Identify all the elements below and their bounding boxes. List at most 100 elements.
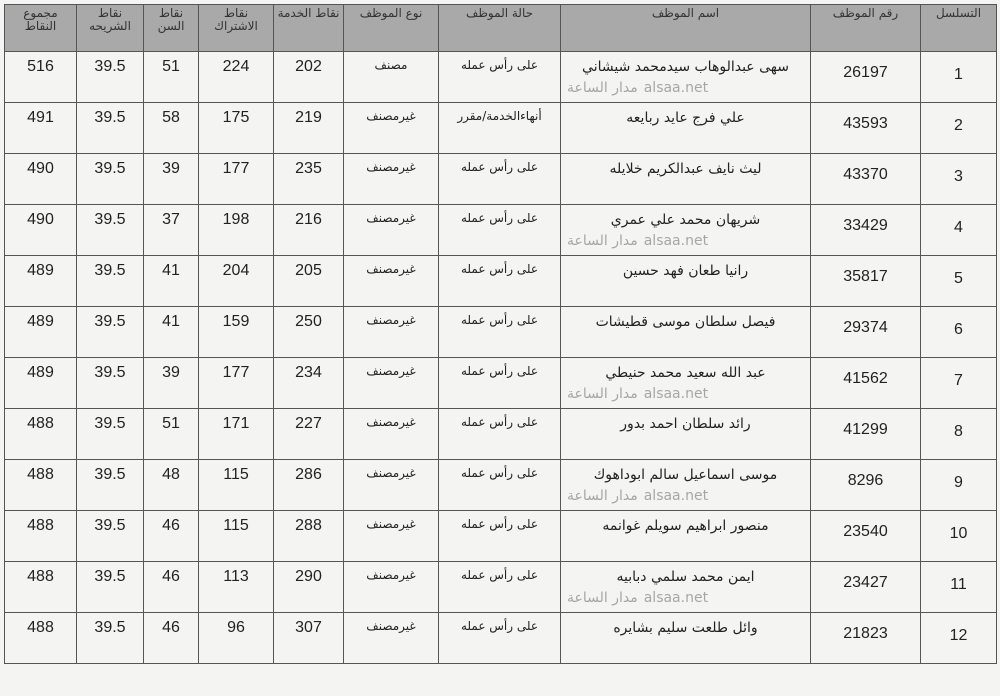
subscription-points-cell: 177 bbox=[198, 153, 274, 205]
employee-name-cell: شريهان محمد علي عمري مدار الساعة alsaa.net bbox=[560, 204, 811, 256]
service-points-cell-text: 235 bbox=[295, 160, 322, 177]
employee-name-cell: عبد الله سعيد محمد حنيطي مدار الساعة alsaa… bbox=[560, 357, 811, 409]
employee-name-cell-text: عبد الله سعيد محمد حنيطي bbox=[605, 365, 766, 381]
age-points-cell-text: 39 bbox=[162, 364, 180, 381]
serial-cell: 9 bbox=[920, 459, 997, 511]
employee-status-cell-text: أنهاءالخدمة/مقرر bbox=[457, 109, 542, 123]
service-points-cell-text: 307 bbox=[295, 619, 322, 636]
segment-points-cell: 39.5 bbox=[76, 510, 144, 562]
segment-points-cell: 39.5 bbox=[76, 255, 144, 307]
watermark-latin: alsaa.net bbox=[643, 386, 709, 402]
service-points-cell-text: 227 bbox=[295, 415, 322, 432]
employee-id-cell-text: 21823 bbox=[843, 625, 888, 642]
segment-points-cell-text: 39.5 bbox=[94, 313, 126, 330]
employee-status-cell-text: على رأس عمله bbox=[460, 466, 539, 480]
employee-type-cell-text: غيرمصنف bbox=[366, 619, 416, 633]
segment-points-cell-text: 39.5 bbox=[94, 568, 126, 585]
total-points-cell: 488 bbox=[4, 408, 77, 460]
table-row: 11 23427 ايمن محمد سلمي دبابيه مدار الساعة a… bbox=[4, 561, 997, 613]
employee-id-cell: 43370 bbox=[810, 153, 921, 205]
age-points-cell-text: 41 bbox=[162, 313, 180, 330]
employee-type-cell: غيرمصنف bbox=[343, 102, 439, 154]
watermark-arabic: مدار الساعة bbox=[567, 590, 638, 606]
service-points-cell: 250 bbox=[273, 306, 344, 358]
employee-status-cell: أنهاءالخدمة/مقرر bbox=[438, 102, 561, 154]
subscription-points-cell: 198 bbox=[198, 204, 274, 256]
total-points-cell: 490 bbox=[4, 204, 77, 256]
employee-name-cell-text: منصور ابراهيم سويلم غوانمه bbox=[602, 518, 769, 534]
segment-points-cell-text: 39.5 bbox=[94, 619, 126, 636]
segment-points-cell-text: 39.5 bbox=[94, 466, 126, 483]
service-points-cell: 219 bbox=[273, 102, 344, 154]
service-points-cell: 235 bbox=[273, 153, 344, 205]
employee-status-cell-text: على رأس عمله bbox=[460, 160, 539, 174]
age-points-cell-text: 37 bbox=[162, 211, 180, 228]
employee-name-cell-text: ليث نايف عبدالكريم خلايله bbox=[609, 161, 762, 177]
header-employee-status: حالة الموظف bbox=[438, 4, 561, 52]
employee-type-cell: غيرمصنف bbox=[343, 612, 439, 664]
employee-status-cell: على رأس عمله bbox=[438, 510, 561, 562]
age-points-cell: 41 bbox=[143, 255, 199, 307]
service-points-cell-text: 219 bbox=[295, 109, 322, 126]
age-points-cell: 46 bbox=[143, 612, 199, 664]
employee-status-cell: على رأس عمله bbox=[438, 153, 561, 205]
employee-type-cell-text: غيرمصنف bbox=[366, 313, 416, 327]
employee-type-cell: غيرمصنف bbox=[343, 204, 439, 256]
total-points-cell-text: 488 bbox=[27, 619, 54, 636]
total-points-cell: 488 bbox=[4, 510, 77, 562]
employee-status-cell-text: على رأس عمله bbox=[460, 262, 539, 276]
total-points-cell: 491 bbox=[4, 102, 77, 154]
employee-status-cell-text: على رأس عمله bbox=[460, 517, 539, 531]
employee-type-cell-text: غيرمصنف bbox=[366, 415, 416, 429]
subscription-points-cell-text: 177 bbox=[222, 364, 250, 381]
age-points-cell-text: 46 bbox=[162, 568, 180, 585]
employee-id-cell: 23427 bbox=[810, 561, 921, 613]
subscription-points-cell: 159 bbox=[198, 306, 274, 358]
header-segment-points: نقاط الشريحه bbox=[76, 4, 144, 52]
employee-type-cell-text: غيرمصنف bbox=[366, 517, 416, 531]
serial-cell-text: 11 bbox=[950, 576, 967, 593]
employee-id-cell-text: 43370 bbox=[843, 166, 888, 183]
subscription-points-cell: 224 bbox=[198, 51, 274, 103]
subscription-points-cell: 171 bbox=[198, 408, 274, 460]
employee-status-cell-text: على رأس عمله bbox=[460, 364, 539, 378]
table-row: 5 35817 رانيا طعان فهد حسين على رأس عمله غير… bbox=[4, 255, 997, 307]
header-employee-id: رقم الموظف bbox=[810, 4, 921, 52]
subscription-points-cell-text: 171 bbox=[222, 415, 250, 432]
segment-points-cell: 39.5 bbox=[76, 204, 144, 256]
age-points-cell: 51 bbox=[143, 51, 199, 103]
segment-points-cell: 39.5 bbox=[76, 102, 144, 154]
employee-name-cell-text: رانيا طعان فهد حسين bbox=[622, 263, 749, 279]
total-points-cell-text: 488 bbox=[27, 568, 54, 585]
service-points-cell-text: 288 bbox=[295, 517, 322, 534]
service-points-cell-text: 205 bbox=[295, 262, 322, 279]
employee-name-cell-text: شريهان محمد علي عمري bbox=[610, 212, 761, 228]
segment-points-cell-text: 39.5 bbox=[94, 364, 126, 381]
serial-cell-text: 2 bbox=[954, 117, 963, 134]
age-points-cell: 51 bbox=[143, 408, 199, 460]
age-points-cell: 48 bbox=[143, 459, 199, 511]
subscription-points-cell-text: 96 bbox=[227, 619, 245, 636]
header-service-points: نقاط الخدمة bbox=[273, 4, 344, 52]
service-points-cell-text: 216 bbox=[295, 211, 322, 228]
watermark-arabic: مدار الساعة bbox=[567, 233, 638, 249]
employee-status-cell: على رأس عمله bbox=[438, 357, 561, 409]
subscription-points-cell-text: 175 bbox=[222, 109, 250, 126]
employee-status-cell-text: على رأس عمله bbox=[460, 568, 539, 582]
subscription-points-cell-text: 198 bbox=[222, 211, 250, 228]
segment-points-cell: 39.5 bbox=[76, 306, 144, 358]
employee-type-cell-text: غيرمصنف bbox=[366, 160, 416, 174]
employee-type-cell-text: غيرمصنف bbox=[366, 262, 416, 276]
watermark: مدار الساعة alsaa.net bbox=[567, 80, 804, 97]
employee-name-cell-text: رائد سلطان احمد بدور bbox=[620, 416, 751, 432]
employee-name-cell: منصور ابراهيم سويلم غوانمه bbox=[560, 510, 811, 562]
employee-type-cell-text: غيرمصنف bbox=[366, 211, 416, 225]
employee-id-cell: 41299 bbox=[810, 408, 921, 460]
service-points-cell: 216 bbox=[273, 204, 344, 256]
age-points-cell-text: 51 bbox=[162, 58, 180, 75]
employee-name-cell-text: ايمن محمد سلمي دبابيه bbox=[616, 569, 755, 585]
total-points-cell-text: 490 bbox=[27, 211, 54, 228]
employee-name-cell-text: علي فرج عايد ربايعه bbox=[626, 110, 745, 126]
employee-status-cell: على رأس عمله bbox=[438, 459, 561, 511]
serial-cell: 12 bbox=[920, 612, 997, 664]
